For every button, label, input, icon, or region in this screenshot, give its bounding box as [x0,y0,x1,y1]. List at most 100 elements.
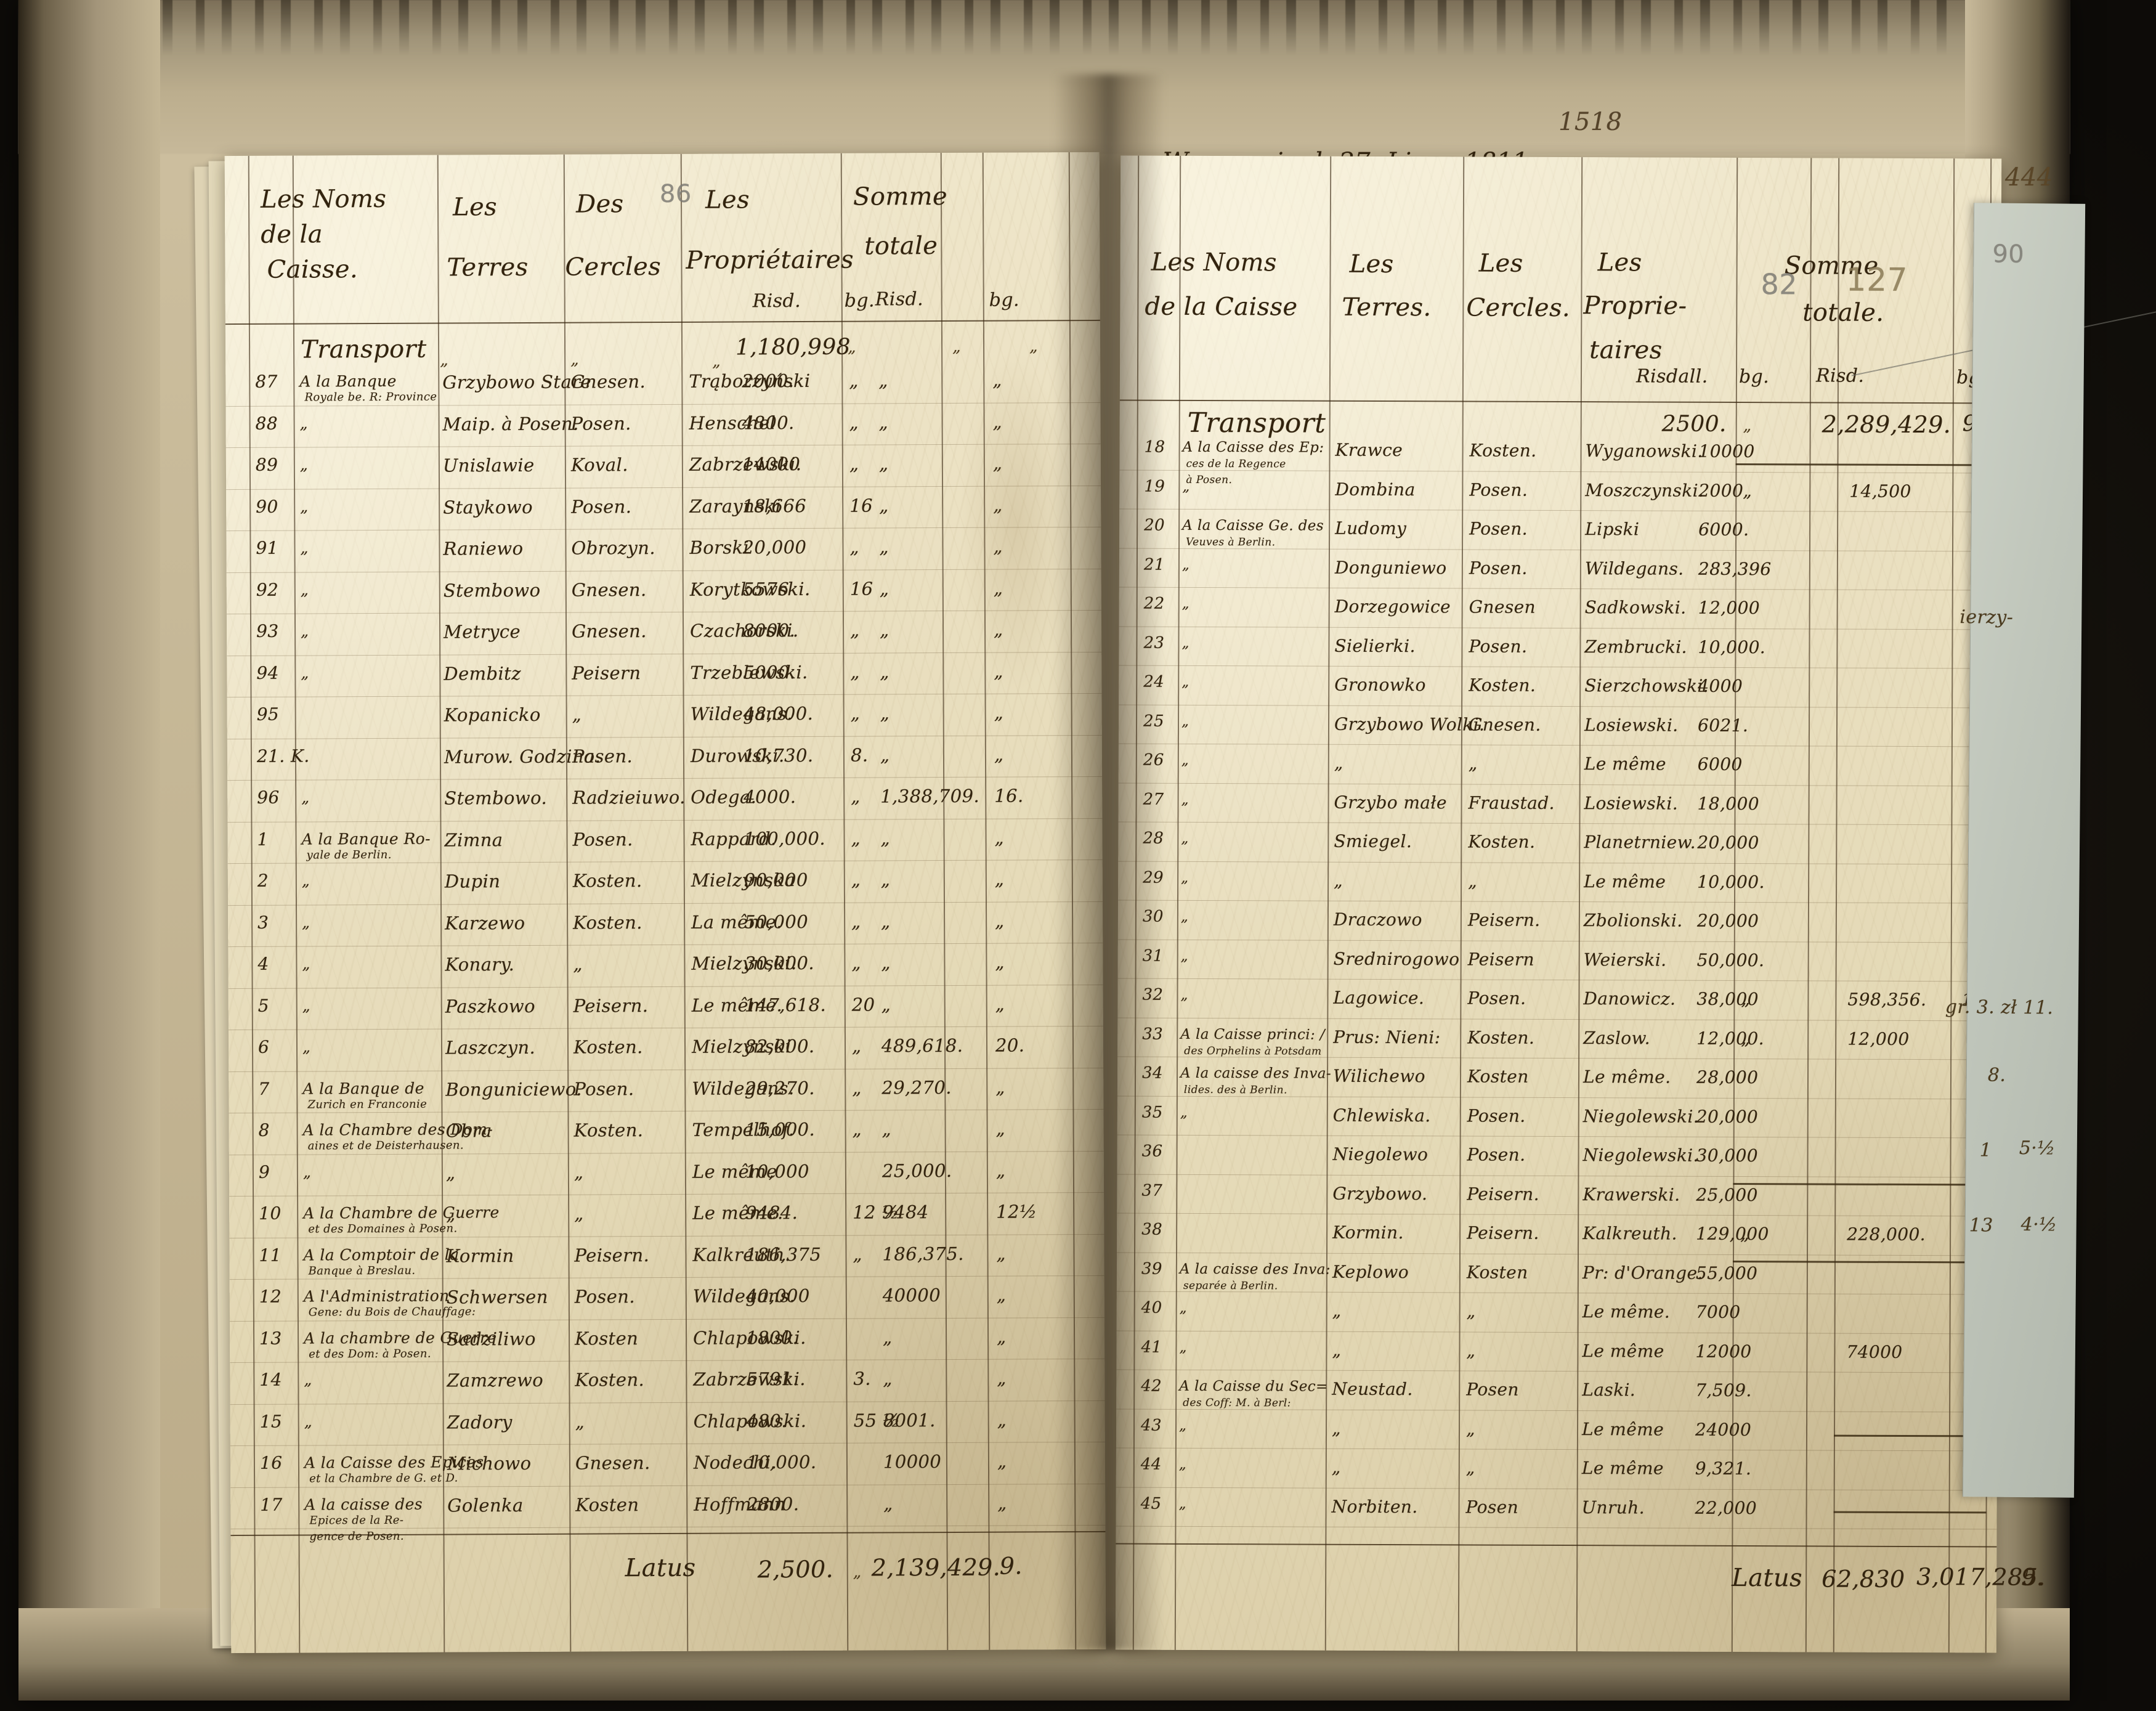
cell-terre: Schwersen [446,1286,548,1308]
header-proprietaires-l2: Propriétaires [686,245,854,275]
cell-proprietaire: Losiewski. [1584,714,1679,736]
cell-cercle: „ [575,1411,585,1433]
cell-total-bg: „ [995,1076,1005,1098]
cell-total-bg: 16. [994,785,1024,807]
cell-amount: 29,270. [745,1077,815,1099]
cell-total-bg: 12½ [996,1201,1037,1222]
cell-terre: Sielierki. [1334,635,1416,656]
cell-proprietaire: Niegolewski. [1583,1145,1699,1166]
cell-proprietaire: Borski [689,537,750,558]
cell-bg: „ [851,786,861,807]
row-index: 14 [259,1369,282,1390]
header-proprietaires-l2: Proprie- [1583,291,1687,320]
cell-terre: Srednirogowo [1333,948,1460,969]
row-index: 3 [257,912,269,933]
cell-cercle: Posen. [1469,479,1528,500]
cell-terre: Stembowo. [444,787,548,809]
cell-caisse: „ [304,1370,312,1389]
cell-total: 29,270. [881,1076,952,1098]
cell-amount: 10,730. [743,744,814,766]
slip-line-4b: 5·½ [2019,1137,2056,1160]
cell-total-bg: „ [993,535,1003,557]
cell-bg: „ [851,952,861,973]
cell-terre: Dombina [1335,479,1416,500]
cell-terre: „ [1331,1457,1341,1477]
cell-amount: 5000. [743,661,796,683]
cell-terre: „ [445,1161,456,1184]
cell-caisse: „ [1181,673,1189,690]
cell-terre: Bonguniciewo. [445,1078,582,1100]
cell-proprietaire: Moszczynski. [1585,479,1704,501]
cell-caisse-cont: yale de Berlin. [306,848,392,862]
cell-amount: 147,618. [744,994,827,1015]
cell-amount: 25,000 [1696,1184,1758,1205]
cell-caisse: „ [301,664,309,682]
cell-caisse: „ [302,996,311,1015]
cell-bg: 3. [853,1368,871,1389]
cell-amount: 8000. [743,620,796,641]
unit-risd-a: Risd. [752,290,801,312]
row-index: 10 [259,1203,282,1224]
cell-cercle: Peisern. [1467,1183,1539,1205]
cell-proprietaire: Zembrucki. [1584,636,1687,657]
cell-proprietaire: Le même [1584,754,1666,774]
cell-caisse: „ [1180,986,1188,1003]
cell-total: „ [881,952,891,973]
cell-amount: 283,396 [1698,558,1772,579]
row-index: 41 [1141,1338,1162,1357]
cell-caisse: „ [1180,948,1189,964]
cell-total-bg: „ [995,1118,1006,1139]
cell-caisse: A l'Administration [303,1286,450,1306]
cell-caisse: „ [300,497,309,516]
cell-caisse: „ [304,1412,313,1431]
cell-total: „ [883,1368,893,1389]
cell-bg: „ [851,1035,862,1057]
cell-caisse-cont: ces de la Regence [1186,457,1286,471]
cell-cercle: „ [1465,1418,1475,1439]
cell-total: „ [878,453,889,474]
header-terres-l1: Les [1349,250,1394,279]
cell-total-bg: „ [996,1243,1007,1264]
cell-cercle: Kosten [1466,1261,1528,1283]
cell-amount: 30,000 [1696,1145,1759,1166]
cell-amount: 1800. [746,1327,799,1348]
cell-terre: „ [446,1203,456,1225]
cell-proprietaire: Le même [1581,1418,1664,1440]
cell-amount: 6000 [1697,754,1743,775]
cell-terre: Draczowo [1333,909,1422,930]
rule-v [1948,158,1955,1653]
cell-caisse: „ [299,414,309,433]
cell-total: „ [880,869,891,890]
cell-caisse-cont: et la Chambre de G. et D. [309,1471,458,1485]
cell-proprietaire: Sadkowski. [1584,597,1687,618]
cell-amount: 50,000 [744,911,809,932]
cell-total-bg: „ [992,369,1002,391]
latus-total-bg: 9. [2021,1563,2045,1591]
cell-proprietaire: Weierski. [1583,949,1667,970]
cell-amount: 90,000 [744,869,808,891]
transport-label: Transport [1187,407,1326,439]
right-page-rules [1116,155,2001,1653]
cell-total-bg: „ [993,494,1003,516]
cell-caisse: „ [1179,1299,1188,1316]
cell-proprietaire: Wyganowski. [1585,441,1703,461]
row-index: 38 [1141,1220,1163,1239]
header-caisse-l1: Les Noms [260,184,387,214]
cell-amount: 7000 [1695,1301,1741,1323]
cell-total-bg: „ [995,910,1005,932]
cell-terre: Grzybowo Wolki. [1334,713,1485,735]
cell-caisse: A la caisse des Inva- [1180,1065,1332,1082]
row-index: 42 [1141,1376,1162,1396]
cell-total-bg: „ [997,1409,1007,1431]
archival-number-top: 1518 [1558,108,1623,136]
cell-cercle: Posen. [1467,988,1526,1009]
cell-total: „ [881,1118,892,1140]
header-caisse-l3: Caisse. [267,255,359,284]
cell-bg: „ [851,869,861,890]
cell-caisse: „ [1179,1339,1187,1355]
cell-total: „ [880,744,890,765]
ditto-mark: „ [853,1563,862,1582]
transport-amount: 1,180,998 [735,334,851,360]
cell-proprietaire: Laski. [1582,1380,1636,1400]
cell-amount: 50,000. [1696,949,1765,970]
